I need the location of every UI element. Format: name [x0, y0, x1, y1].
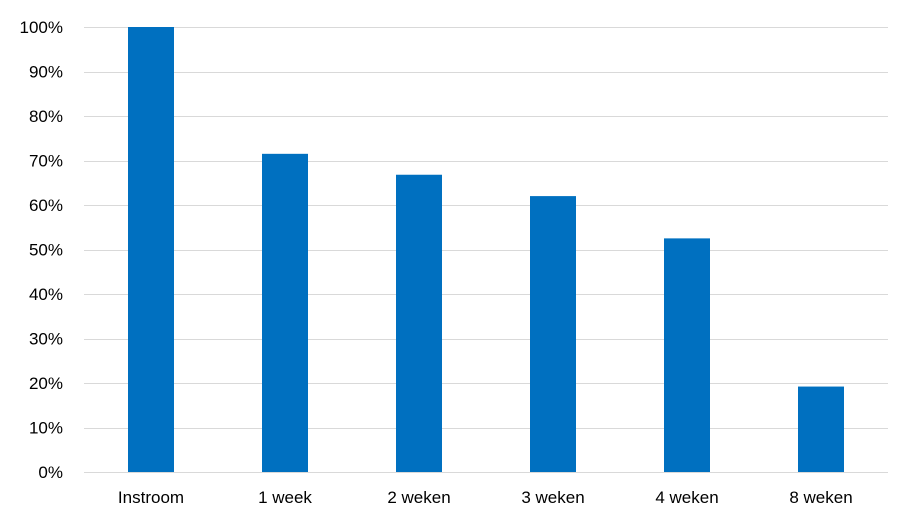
x-tick-label: 1 week — [258, 488, 312, 507]
x-axis: Instroom 1 week 2 weken 3 weken 4 weken 8 wek… — [118, 488, 853, 507]
bar-2-weken — [396, 174, 442, 473]
bar-instroom — [128, 27, 174, 472]
y-tick-label: 20% — [29, 374, 63, 393]
x-tick-label: 4 weken — [655, 488, 718, 507]
x-tick-label: Instroom — [118, 488, 184, 507]
y-tick-label: 70% — [29, 152, 63, 171]
y-tick-label: 0% — [38, 463, 63, 482]
x-tick-label: 3 weken — [521, 488, 584, 507]
y-tick-label: 90% — [29, 63, 63, 82]
bar-8-weken — [798, 386, 844, 472]
y-tick-label: 60% — [29, 196, 63, 215]
y-tick-label: 10% — [29, 419, 63, 438]
x-tick-label: 2 weken — [387, 488, 450, 507]
y-tick-label: 100% — [20, 18, 63, 37]
y-tick-label: 50% — [29, 241, 63, 260]
x-tick-label: 8 weken — [789, 488, 852, 507]
bar-3-weken — [530, 196, 576, 472]
gridlines — [84, 27, 888, 473]
bar-4-weken — [664, 238, 710, 472]
y-tick-label: 40% — [29, 285, 63, 304]
bars — [128, 27, 844, 473]
y-axis: 0% 10% 20% 30% 40% 50% 60% 70% 80% 90% 100% — [20, 18, 63, 482]
y-tick-label: 30% — [29, 330, 63, 349]
y-tick-label: 80% — [29, 107, 63, 126]
bar-1-week — [262, 153, 308, 472]
